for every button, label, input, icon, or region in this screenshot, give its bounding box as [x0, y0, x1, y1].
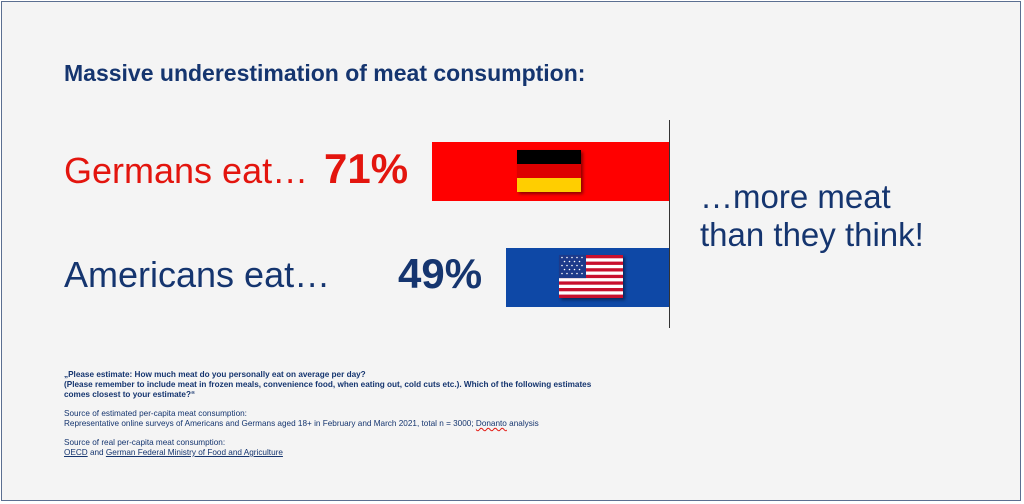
donanto-org: Donanto	[475, 419, 507, 428]
footnotes: „Please estimate: How much meat do you p…	[64, 370, 591, 458]
estimated-source-heading: Source of estimated per-capita meat cons…	[64, 409, 247, 418]
value-label-germans: 71%	[324, 145, 409, 192]
category-label-americans: Americans eat…	[64, 254, 331, 295]
value-label-americans: 49%	[398, 250, 483, 297]
conclusion-line-2: than they think!	[700, 216, 924, 253]
ministry-link[interactable]: German Federal Ministry of Food and Agri…	[105, 448, 283, 457]
real-source-heading: Source of real per-capita meat consumpti…	[64, 438, 226, 447]
survey-question-line-2: (Please remember to include meat in froz…	[64, 380, 592, 389]
estimated-source-text: Representative online surveys of America…	[64, 419, 539, 428]
conclusion-line-1: …more meat	[700, 178, 891, 215]
page-title: Massive underestimation of meat consumpt…	[64, 60, 586, 86]
bar-americans	[506, 248, 670, 307]
real-source-text: OECD and German Federal Ministry of Food…	[64, 448, 283, 457]
divider-line	[669, 120, 670, 328]
category-label-germans: Germans eat…	[64, 150, 309, 191]
survey-question-line-1: „Please estimate: How much meat do you p…	[64, 370, 366, 379]
germany-flag-icon	[517, 150, 581, 192]
usa-flag-icon	[559, 255, 623, 298]
conclusion-annotation: …more meat than they think!	[700, 178, 924, 254]
bar-germans	[432, 142, 670, 201]
survey-question-line-3: comes closest to your estimate?“	[64, 390, 196, 399]
oecd-link[interactable]: OECD	[64, 448, 88, 457]
